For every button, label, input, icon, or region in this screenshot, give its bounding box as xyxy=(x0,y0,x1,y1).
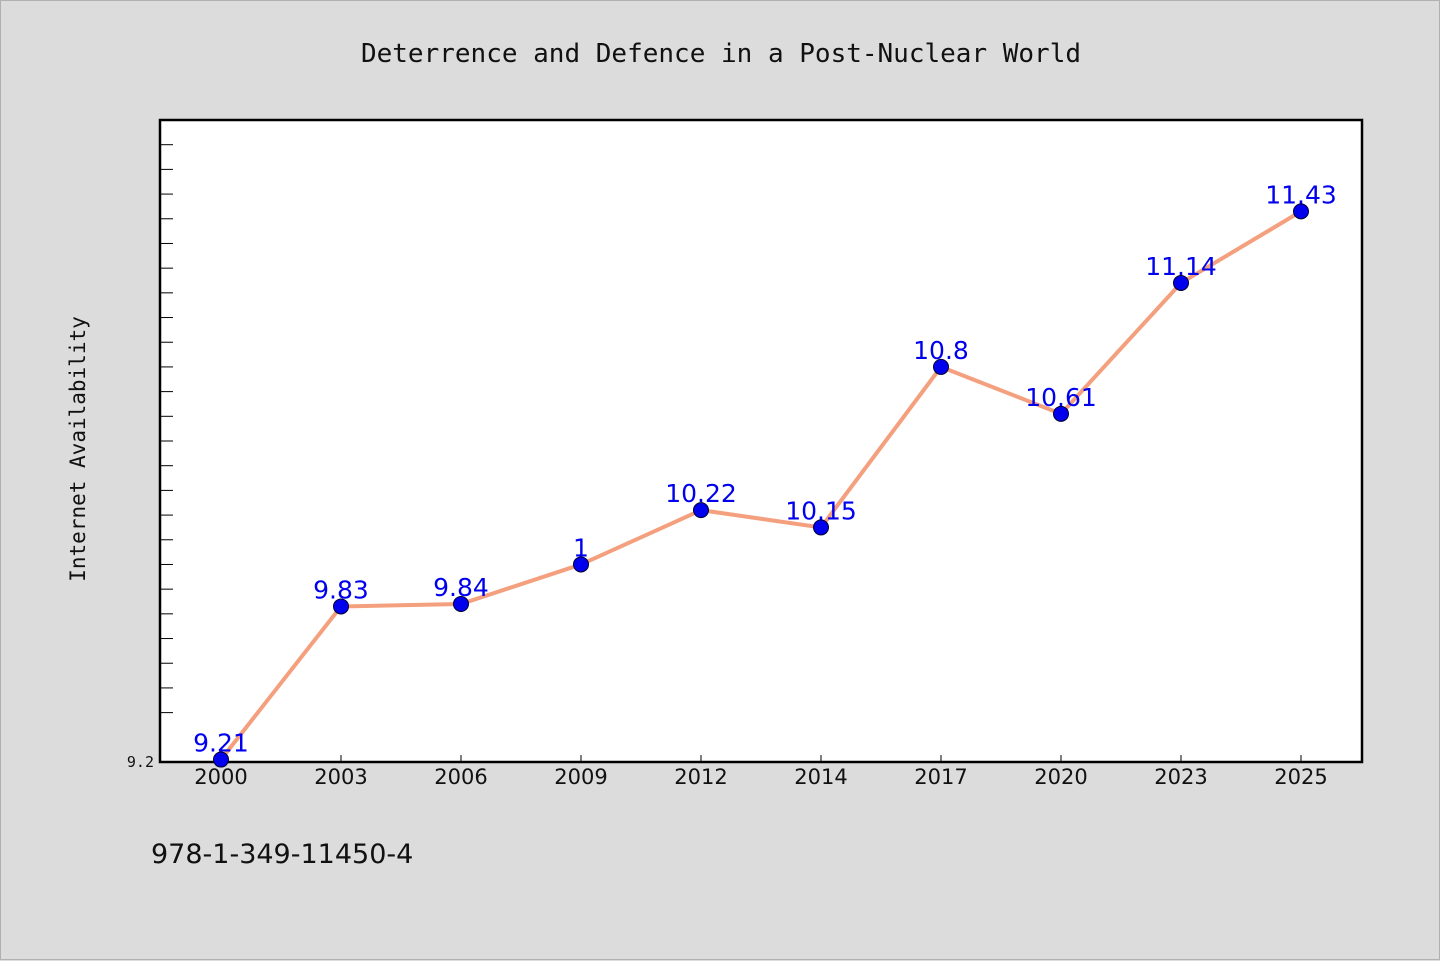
x-tick-label: 2023 xyxy=(1154,765,1207,789)
x-tick-label: 2000 xyxy=(194,765,247,789)
data-labels: 9.21 9.83 9.84 1 10.22 10.15 10.8 10.61 11.14 11.… xyxy=(193,180,1337,757)
data-point-marker xyxy=(813,519,829,536)
data-label: 11.43 xyxy=(1265,180,1337,209)
data-label: 9.84 xyxy=(433,573,489,602)
plot-area xyxy=(158,118,1364,764)
data-label: 10.15 xyxy=(785,496,857,525)
data-label: 9.21 xyxy=(193,729,249,758)
x-axis-ticks: 2000 2003 2006 2009 2012 2014 2017 2020 2023 2025 xyxy=(194,755,1328,789)
data-point-marker xyxy=(1293,203,1309,220)
y-tick-label: 9.2 xyxy=(127,753,154,771)
data-point-marker xyxy=(1053,405,1069,422)
x-tick-label: 2009 xyxy=(554,765,607,789)
y-axis-label: Internet Availability xyxy=(66,316,90,582)
chart-title: Deterrence and Defence in a Post-Nuclear… xyxy=(361,39,1081,69)
x-tick-label: 2025 xyxy=(1274,765,1327,789)
x-tick-label: 2014 xyxy=(794,765,847,789)
data-label: 10.22 xyxy=(665,479,737,508)
x-tick-label: 2020 xyxy=(1034,765,1087,789)
data-point-marker xyxy=(1173,274,1189,291)
x-tick-label: 2003 xyxy=(314,765,367,789)
data-label: 10.61 xyxy=(1025,383,1097,412)
data-point-marker xyxy=(453,595,469,612)
x-tick-label: 2012 xyxy=(674,765,727,789)
series-line xyxy=(219,209,1303,761)
y-minor-ticks xyxy=(160,144,173,714)
x-tick-label: 2006 xyxy=(434,765,487,789)
data-point-marker xyxy=(333,598,349,615)
data-point-marker xyxy=(573,556,589,573)
data-point-marker xyxy=(213,751,229,768)
data-point-marker xyxy=(693,502,709,519)
data-label: 1 xyxy=(573,533,589,562)
isbn-text: 978-1-349-11450-4 xyxy=(151,839,413,870)
data-markers xyxy=(213,203,1309,768)
data-label: 9.83 xyxy=(313,575,369,604)
y-axis-ticks: 9.2 xyxy=(127,753,154,771)
data-label: 10.8 xyxy=(913,336,969,365)
data-label: 11.14 xyxy=(1145,252,1217,281)
x-tick-label: 2017 xyxy=(914,765,967,789)
data-point-marker xyxy=(933,358,949,375)
